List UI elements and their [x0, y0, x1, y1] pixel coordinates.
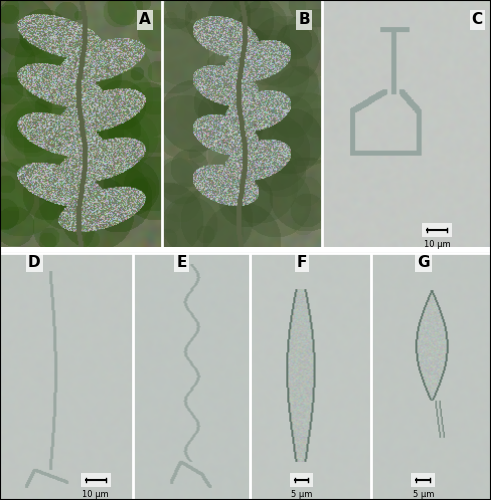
- Text: 5 μm: 5 μm: [412, 490, 434, 499]
- Bar: [411, 473, 435, 487]
- Text: B: B: [299, 12, 310, 28]
- Text: 5 μm: 5 μm: [291, 490, 312, 499]
- Text: E: E: [176, 255, 187, 270]
- Text: 10 μm: 10 μm: [424, 240, 450, 249]
- Bar: [81, 473, 110, 487]
- Bar: [290, 473, 313, 487]
- Text: 10 μm: 10 μm: [82, 490, 109, 499]
- Bar: [422, 223, 452, 237]
- Text: C: C: [472, 12, 483, 28]
- Text: A: A: [139, 12, 151, 28]
- Text: G: G: [417, 255, 430, 270]
- Text: D: D: [28, 255, 41, 270]
- Text: F: F: [297, 255, 307, 270]
